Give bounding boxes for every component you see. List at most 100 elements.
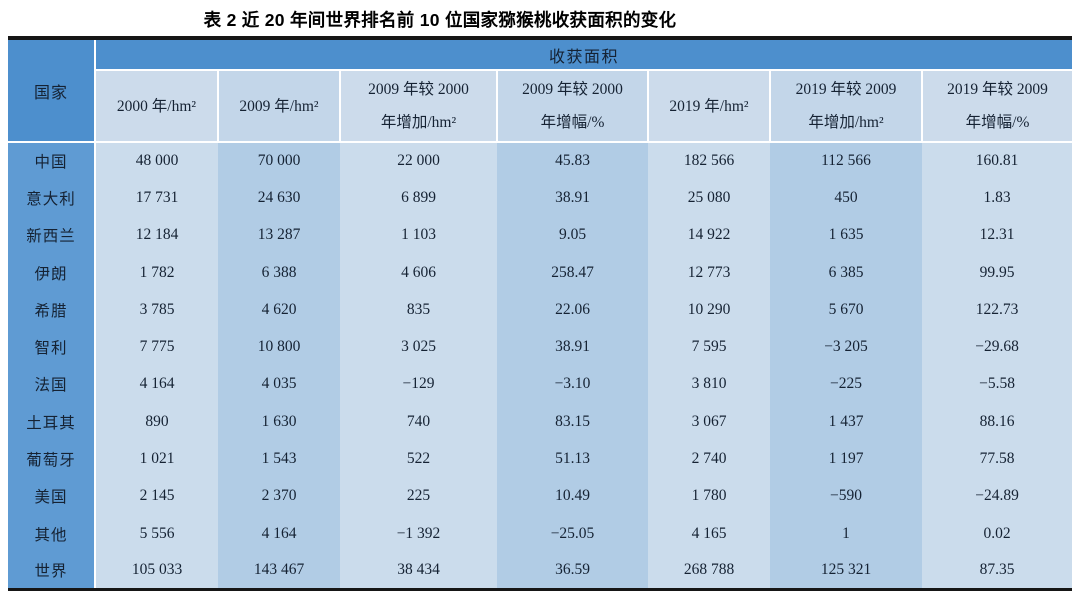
value-cell: 88.16 xyxy=(922,403,1073,441)
value-cell: 2 145 xyxy=(95,477,218,515)
group-header: 收获面积 xyxy=(95,38,1073,71)
column-header-line: 年增幅/% xyxy=(965,114,1030,131)
value-cell: 38 434 xyxy=(340,552,497,590)
value-cell: 38.91 xyxy=(497,328,648,366)
value-cell: 24 630 xyxy=(218,179,340,217)
column-header-line: 年增幅/% xyxy=(540,114,605,131)
column-header-line: 2000 年/hm² xyxy=(116,97,197,115)
value-cell: 182 566 xyxy=(648,142,770,180)
value-cell: 10.49 xyxy=(497,477,648,515)
value-cell: 1 630 xyxy=(218,403,340,441)
value-cell: −5.58 xyxy=(922,365,1073,404)
value-cell: −3 205 xyxy=(770,328,922,366)
value-cell: −590 xyxy=(770,477,922,515)
column-header: 2009 年/hm² xyxy=(217,70,340,143)
value-cell: 77.58 xyxy=(922,440,1073,478)
column-header-line: 年增加/hm² xyxy=(380,114,457,131)
table-body: 中国 48 000 70 000 22 000 45.83 182 566 112 566 1… xyxy=(8,142,1073,590)
value-cell: 835 xyxy=(340,291,497,329)
value-cell: 1 197 xyxy=(770,440,922,478)
value-cell: 4 606 xyxy=(340,253,497,292)
value-cell: 6 385 xyxy=(770,253,922,292)
value-cell: −129 xyxy=(340,365,497,404)
value-cell: 3 067 xyxy=(648,403,770,441)
value-cell: 5 556 xyxy=(95,514,218,553)
value-cell: 14 922 xyxy=(648,216,770,254)
column-header-line: 2019 年较 2009 xyxy=(795,81,897,98)
table-row: 葡萄牙 1 021 1 543 522 51.13 2 740 1 197 77.58 xyxy=(8,440,1073,478)
table-row: 土耳其 890 1 630 740 83.15 3 067 1 437 88.16 xyxy=(8,403,1073,441)
value-cell: 3 810 xyxy=(648,365,770,404)
value-cell: 9.05 xyxy=(497,216,648,254)
value-cell: 99.95 xyxy=(922,253,1073,292)
value-cell: 36.59 xyxy=(497,552,648,590)
value-cell: 45.83 xyxy=(497,142,648,180)
value-cell: 160.81 xyxy=(922,142,1073,180)
harvest-area-table: 国家 收获面积 2000 年/hm² 2009 年/hm² 2009 年较 2000… xyxy=(8,36,1073,592)
column-header-line: 2019 年较 2009 xyxy=(947,81,1048,98)
value-cell: 13 287 xyxy=(218,216,340,254)
value-cell: 450 xyxy=(770,179,922,217)
value-cell: 48 000 xyxy=(95,142,218,180)
value-cell: 12.31 xyxy=(922,216,1073,254)
value-cell: −25.05 xyxy=(497,514,648,553)
value-cell: 122.73 xyxy=(922,291,1073,329)
value-cell: 4 164 xyxy=(95,365,218,404)
value-cell: 7 595 xyxy=(648,328,770,366)
value-cell: 890 xyxy=(95,403,218,441)
table-row: 世界 105 033 143 467 38 434 36.59 268 788 125 32… xyxy=(8,552,1073,590)
value-cell: 125 321 xyxy=(770,552,922,590)
table-row: 意大利 17 731 24 630 6 899 38.91 25 080 450 1.83 xyxy=(8,179,1073,217)
value-cell: 22 000 xyxy=(340,142,497,180)
value-cell: 1 021 xyxy=(95,440,218,478)
value-cell: 4 035 xyxy=(218,365,340,404)
country-cell: 世界 xyxy=(8,552,96,590)
column-header: 2009 年较 2000 年增幅/% xyxy=(496,70,648,143)
value-cell: 1 780 xyxy=(648,477,770,515)
value-cell: 1 635 xyxy=(770,216,922,254)
country-cell: 智利 xyxy=(8,328,96,366)
table-row: 其他 5 556 4 164 −1 392 −25.05 4 165 1 0.02 xyxy=(8,514,1073,553)
value-cell: 1 437 xyxy=(770,403,922,441)
value-cell: 2 740 xyxy=(648,440,770,478)
value-cell: 38.91 xyxy=(497,179,648,217)
value-cell: −24.89 xyxy=(922,477,1073,515)
column-header: 2019 年较 2009 年增加/hm² xyxy=(769,70,922,143)
country-column-header: 国家 xyxy=(8,38,96,143)
value-cell: 143 467 xyxy=(218,552,340,590)
column-header: 2000 年/hm² xyxy=(94,70,218,143)
value-cell: 10 800 xyxy=(218,328,340,366)
value-cell: 70 000 xyxy=(218,142,340,180)
country-cell: 伊朗 xyxy=(8,253,96,292)
group-header-row: 国家 收获面积 xyxy=(8,38,1073,143)
country-cell: 葡萄牙 xyxy=(8,440,96,478)
column-header: 2019 年/hm² xyxy=(647,70,770,143)
value-cell: 522 xyxy=(340,440,497,478)
column-header-line: 2009 年/hm² xyxy=(239,97,319,115)
value-cell: 10 290 xyxy=(648,291,770,329)
value-cell: 4 165 xyxy=(648,514,770,553)
value-cell: 17 731 xyxy=(95,179,218,217)
value-cell: 3 785 xyxy=(95,291,218,329)
value-cell: −225 xyxy=(770,365,922,404)
value-cell: −3.10 xyxy=(497,365,648,404)
table-row: 伊朗 1 782 6 388 4 606 258.47 12 773 6 385 99.95 xyxy=(8,253,1073,292)
table-row: 法国 4 164 4 035 −129 −3.10 3 810 −225 −5.58 xyxy=(8,365,1073,404)
table-row: 智利 7 775 10 800 3 025 38.91 7 595 −3 205 −29.68 xyxy=(8,328,1073,366)
value-cell: 87.35 xyxy=(922,552,1073,590)
table-title: 表 2 近 20 年间世界排名前 10 位国家猕猴桃收获面积的变化 xyxy=(203,10,677,30)
value-cell: 1 782 xyxy=(95,253,218,292)
value-cell: 1.83 xyxy=(922,179,1073,217)
country-cell: 其他 xyxy=(8,514,96,553)
country-cell: 土耳其 xyxy=(8,403,96,441)
value-cell: 112 566 xyxy=(770,142,922,180)
value-cell: 4 164 xyxy=(218,514,340,553)
table-row: 希腊 3 785 4 620 835 22.06 10 290 5 670 122.73 xyxy=(8,291,1073,329)
value-cell: 3 025 xyxy=(340,328,497,366)
value-cell: 0.02 xyxy=(922,514,1073,553)
country-cell: 美国 xyxy=(8,477,96,515)
column-header: 2019 年较 2009 年增幅/% xyxy=(920,70,1073,143)
value-cell: 740 xyxy=(340,403,497,441)
value-cell: 12 184 xyxy=(95,216,218,254)
